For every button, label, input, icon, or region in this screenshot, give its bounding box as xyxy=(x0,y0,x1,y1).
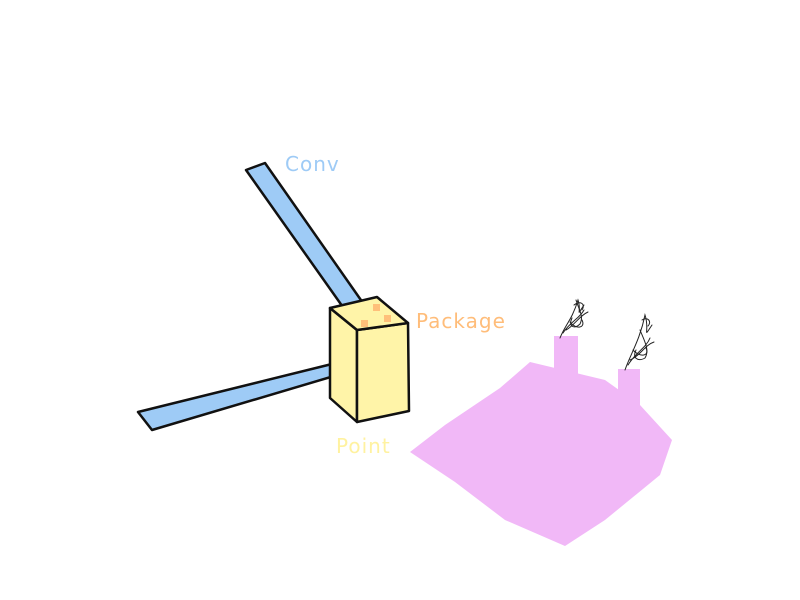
conveyor-belt-lower xyxy=(136,361,353,432)
package-dot xyxy=(373,304,380,311)
package-box-side xyxy=(355,321,411,424)
package-dot xyxy=(361,320,368,327)
smoke-right xyxy=(624,313,655,371)
label-conv: Conv xyxy=(285,152,340,176)
package-dot xyxy=(384,315,391,322)
conveyor-belt-upper xyxy=(244,161,365,312)
factory-body xyxy=(410,362,672,546)
package-box xyxy=(328,295,411,424)
smoke-left xyxy=(559,298,589,339)
label-point: Point xyxy=(336,434,391,458)
label-package: Package xyxy=(416,309,506,333)
factory xyxy=(410,336,672,546)
